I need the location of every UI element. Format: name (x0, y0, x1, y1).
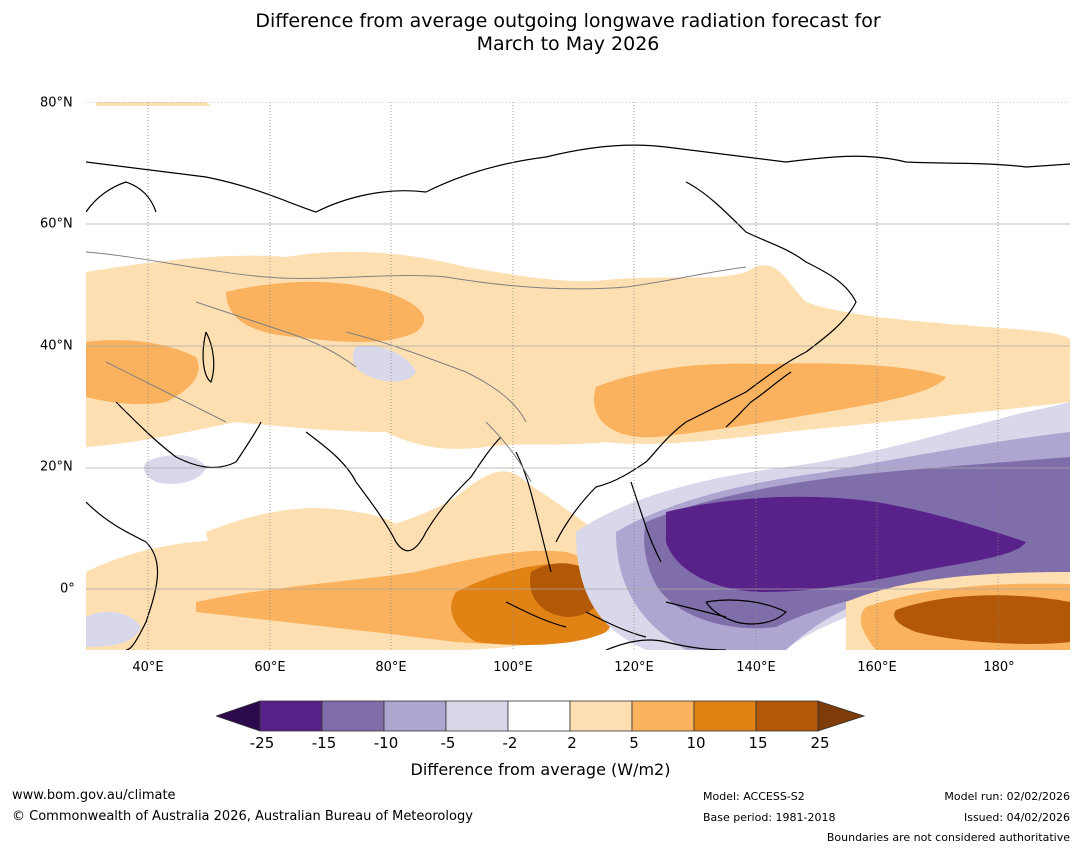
border-central-asia (195, 301, 357, 368)
colorbar-bin-5 (507, 700, 571, 732)
anomaly-positive-medium-middle-east (86, 340, 199, 405)
lon-label-140e: 140°E (736, 660, 776, 675)
colorbar-tick-7: 5 (629, 734, 639, 752)
lat-label-80n: 80°N (40, 95, 73, 111)
coastline-scandinavia (86, 181, 157, 213)
title-line-1: Difference from average outgoing longwav… (255, 10, 881, 32)
website-link[interactable]: www.bom.gov.au/climate (12, 788, 176, 803)
lon-label-100e: 100°E (493, 660, 533, 675)
base-period-label: Base period: 1981-2018 (703, 811, 836, 824)
model-label: Model: ACCESS-S2 (703, 790, 805, 803)
colorbar-arrow-max (817, 700, 866, 732)
coastline-africa-horn (86, 501, 159, 650)
coastline-east-asia (555, 351, 807, 543)
colorbar-tick-9: 15 (748, 734, 768, 752)
colorbar-bin-7 (631, 700, 695, 732)
colorbar-bin-4 (445, 700, 509, 732)
colorbar-tick-5: -2 (502, 734, 518, 752)
colorbar (214, 700, 866, 736)
coastline-arctic-russia (86, 144, 1070, 213)
lat-label-equator: 0° (60, 581, 75, 597)
colorbar-svg (214, 700, 866, 732)
anomaly-negative-strongest-pacific (666, 496, 1026, 592)
coastline-india (305, 431, 502, 552)
colorbar-bin-9 (755, 700, 819, 732)
anomaly-fills (86, 102, 1070, 650)
colorbar-tick-8: 10 (686, 734, 706, 752)
anomaly-negative-light-tibet (352, 345, 416, 382)
lon-label-80e: 80°E (375, 660, 407, 675)
lon-label-60e: 60°E (254, 660, 286, 675)
colorbar-bin-3 (383, 700, 447, 732)
anomaly-negative-light-africa (86, 611, 141, 647)
graticule (86, 102, 1070, 650)
colorbar-arrow-min (214, 700, 261, 732)
ocean-longwave-map (86, 102, 1070, 650)
anomaly-negative-light-arabian (144, 455, 206, 484)
colorbar-tick-3: -10 (373, 734, 399, 752)
country-borders (86, 251, 747, 483)
coastline-arabia (115, 401, 262, 468)
colorbar-tick-6: 2 (567, 734, 577, 752)
anomaly-positive-light-eurasia (86, 251, 1070, 449)
coastline-japan (725, 371, 792, 428)
lat-label-60n: 60°N (40, 216, 73, 232)
colorbar-tick-10: 25 (810, 734, 830, 752)
colorbar-bin-6 (569, 700, 633, 732)
coastline-siberia-pacific (685, 181, 857, 353)
model-run-label: Model run: 02/02/2026 (944, 790, 1070, 803)
anomaly-positive-light-arabian-sea (206, 508, 409, 568)
anomaly-positive-strong-se-pacific (894, 595, 1070, 644)
border-russia-south (86, 251, 747, 290)
border-middle-east (105, 361, 227, 423)
coastline-new-guinea (705, 599, 788, 625)
lon-label-160e: 160°E (857, 660, 897, 675)
border-china-west (345, 331, 527, 423)
anomaly-positive-light-arctic (96, 102, 211, 106)
colorbar-bin-8 (693, 700, 757, 732)
lat-label-40n: 40°N (40, 338, 73, 354)
title-line-2: March to May 2026 (476, 33, 660, 55)
border-southeast-asia (485, 421, 532, 483)
lon-label-120e: 120°E (614, 660, 654, 675)
colorbar-bin-1 (259, 700, 323, 732)
colorbar-tick-1: -25 (249, 734, 275, 752)
lon-label-180: 180° (983, 660, 1015, 675)
anomaly-positive-medium-central-asia (226, 281, 425, 342)
issued-label: Issued: 04/02/2026 (963, 811, 1070, 824)
colorbar-tick-2: -15 (311, 734, 337, 752)
chart-title: Difference from average outgoing longwav… (0, 10, 1081, 56)
anomaly-positive-medium-pacific-jet (594, 363, 946, 438)
map-svg (86, 102, 1070, 650)
copyright-text: © Commonwealth of Australia 2026, Austra… (12, 809, 473, 824)
lat-label-20n: 20°N (40, 459, 73, 475)
coastline-australia-north (605, 639, 727, 650)
colorbar-title: Difference from average (W/m2) (410, 760, 671, 779)
coastline-philippines (630, 481, 662, 563)
lon-label-40e: 40°E (132, 660, 164, 675)
colorbar-tick-4: -5 (440, 734, 456, 752)
colorbar-bin-2 (321, 700, 385, 732)
boundaries-disclaimer: Boundaries are not considered authoritat… (826, 831, 1070, 844)
